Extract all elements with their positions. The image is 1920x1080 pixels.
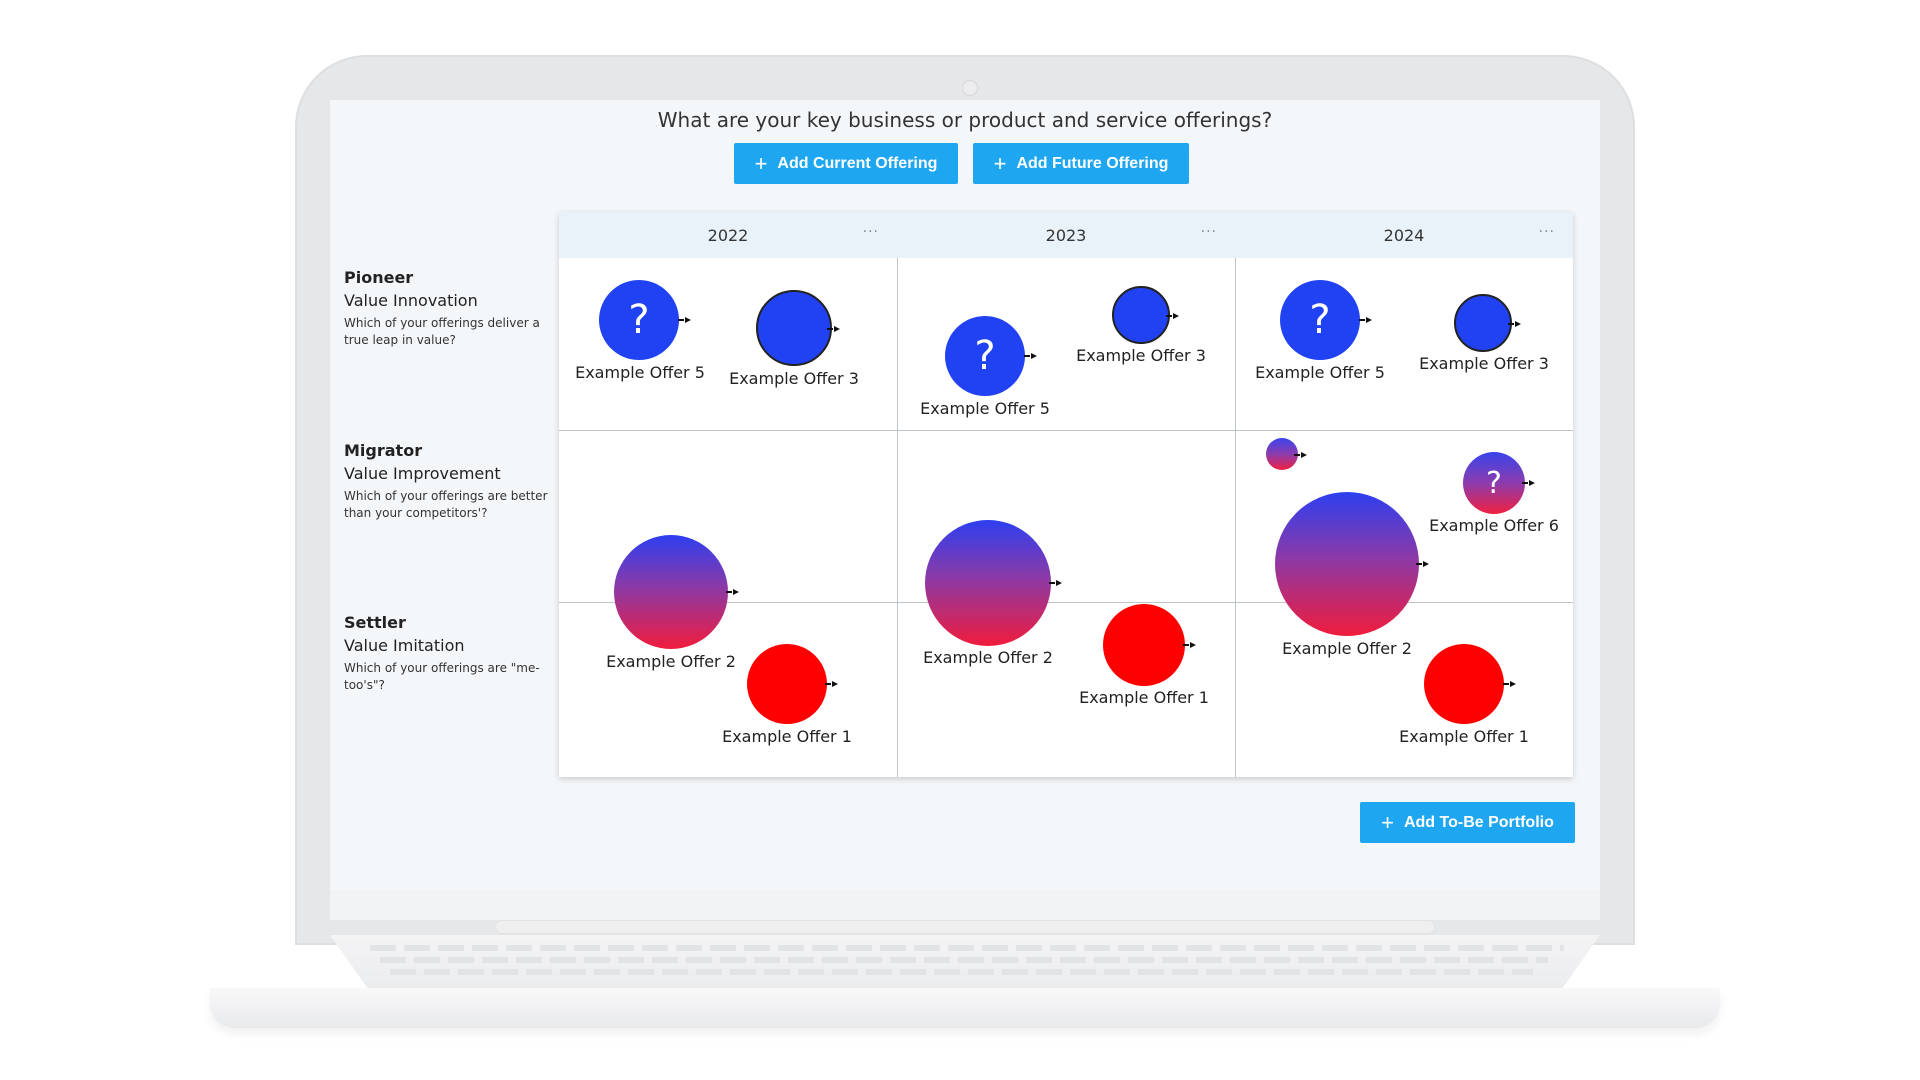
- offer-bubble[interactable]: [1424, 644, 1504, 724]
- resize-arrow-icon[interactable]: [1503, 681, 1516, 687]
- offer-bubble[interactable]: [1112, 286, 1170, 344]
- column-header-2024: 2024 ···: [1235, 212, 1573, 258]
- resize-arrow-icon[interactable]: [1049, 580, 1062, 586]
- offer-bubble[interactable]: ?: [1280, 280, 1360, 360]
- offer-bubble[interactable]: [756, 290, 832, 366]
- resize-arrow-icon[interactable]: [1508, 321, 1521, 327]
- add-future-offering-button[interactable]: + Add Future Offering: [973, 143, 1189, 184]
- keyboard-row: [390, 969, 1533, 975]
- row-subtitle: Value Improvement: [344, 464, 501, 483]
- keyboard-row: [370, 945, 1564, 951]
- add-to-be-portfolio-button[interactable]: + Add To-Be Portfolio: [1360, 802, 1575, 843]
- add-current-offering-button[interactable]: + Add Current Offering: [734, 143, 958, 184]
- row-name: Settler: [344, 613, 406, 632]
- row-description: Which of your offerings are better than …: [344, 489, 548, 521]
- offer-label: Example Offer 2: [1282, 639, 1412, 658]
- offer-bubble[interactable]: [1103, 604, 1185, 686]
- page-title: What are your key business or product an…: [657, 108, 1273, 132]
- offer-bubble[interactable]: [747, 644, 827, 724]
- plus-icon: +: [754, 150, 768, 176]
- column-divider: [897, 258, 898, 777]
- offer-bubble[interactable]: [1454, 294, 1512, 352]
- laptop-hinge: [495, 920, 1435, 934]
- offer-label: Example Offer 2: [606, 652, 736, 671]
- row-description: Which of your offerings are "me-too's"?: [344, 661, 540, 693]
- offer-bubble[interactable]: [925, 520, 1051, 646]
- column-header-2023: 2023 ···: [897, 212, 1235, 258]
- more-icon[interactable]: ···: [1538, 224, 1555, 240]
- offer-label: Example Offer 3: [1419, 354, 1549, 373]
- resize-arrow-icon[interactable]: [1522, 480, 1535, 486]
- row-label-settler: Settler Value Imitation Which of your of…: [344, 613, 549, 695]
- offer-label: Example Offer 1: [722, 727, 852, 746]
- column-header-2022: 2022 ···: [559, 212, 897, 258]
- resize-arrow-icon[interactable]: [726, 589, 739, 595]
- resize-arrow-icon[interactable]: [1359, 317, 1372, 323]
- resize-arrow-icon[interactable]: [1294, 452, 1307, 458]
- question-mark-icon: ?: [1309, 297, 1331, 343]
- plus-icon: +: [1381, 809, 1394, 835]
- grid-header: 2022 ··· 2023 ··· 2024 ···: [559, 212, 1573, 258]
- question-mark-icon: ?: [628, 297, 650, 343]
- offer-label: Example Offer 5: [920, 399, 1050, 418]
- top-actions: + Add Current Offering + Add Future Offe…: [330, 143, 1600, 184]
- keyboard-row: [380, 957, 1549, 963]
- keyboard-deck: [330, 935, 1600, 989]
- offer-label: Example Offer 6: [1429, 516, 1559, 535]
- question-mark-icon: ?: [974, 333, 996, 379]
- offer-label: Example Offer 3: [729, 369, 859, 388]
- row-name: Migrator: [344, 441, 423, 460]
- more-icon[interactable]: ···: [862, 224, 879, 240]
- offer-label: Example Offer 2: [923, 648, 1053, 667]
- more-icon[interactable]: ···: [1200, 224, 1217, 240]
- offer-bubble[interactable]: [1275, 492, 1419, 636]
- offer-label: Example Offer 5: [575, 363, 705, 382]
- row-label-pioneer: Pioneer Value Innovation Which of your o…: [344, 268, 549, 350]
- resize-arrow-icon[interactable]: [1166, 313, 1179, 319]
- add-future-offering-label: Add Future Offering: [1016, 154, 1169, 172]
- question-mark-icon: ?: [1486, 465, 1502, 501]
- column-divider: [1235, 258, 1236, 777]
- row-divider: [559, 430, 1573, 431]
- row-name: Pioneer: [344, 268, 414, 287]
- row-description: Which of your offerings deliver a true l…: [344, 316, 540, 348]
- offer-label: Example Offer 3: [1076, 346, 1206, 365]
- offer-bubble[interactable]: ?: [599, 280, 679, 360]
- row-divider: [559, 602, 1573, 603]
- column-year: 2022: [707, 225, 749, 245]
- row-subtitle: Value Imitation: [344, 636, 465, 655]
- row-label-migrator: Migrator Value Improvement Which of your…: [344, 441, 549, 523]
- resize-arrow-icon[interactable]: [825, 681, 838, 687]
- resize-arrow-icon[interactable]: [1024, 353, 1037, 359]
- add-current-offering-label: Add Current Offering: [777, 154, 938, 172]
- offer-bubble[interactable]: [1266, 438, 1298, 470]
- column-year: 2023: [1045, 225, 1087, 245]
- offer-label: Example Offer 5: [1255, 363, 1385, 382]
- camera-icon: [962, 80, 978, 96]
- add-to-be-portfolio-label: Add To-Be Portfolio: [1403, 813, 1554, 831]
- offer-label: Example Offer 1: [1079, 688, 1209, 707]
- offer-label: Example Offer 1: [1399, 727, 1529, 746]
- row-subtitle: Value Innovation: [344, 291, 478, 310]
- resize-arrow-icon[interactable]: [1183, 642, 1196, 648]
- offer-bubble[interactable]: ?: [945, 316, 1025, 396]
- plus-icon: +: [993, 150, 1007, 176]
- app-screen: What are your key business or product an…: [330, 100, 1600, 890]
- portfolio-grid: 2022 ··· 2023 ··· 2024 ··· ? Example Off…: [559, 212, 1573, 777]
- resize-arrow-icon[interactable]: [678, 317, 691, 323]
- screen-bezel: [330, 890, 1600, 920]
- offer-bubble[interactable]: [614, 535, 728, 649]
- resize-arrow-icon[interactable]: [1416, 561, 1429, 567]
- offer-bubble[interactable]: ?: [1463, 452, 1525, 514]
- column-year: 2024: [1383, 225, 1425, 245]
- resize-arrow-icon[interactable]: [827, 326, 840, 332]
- laptop-base: [210, 988, 1720, 1028]
